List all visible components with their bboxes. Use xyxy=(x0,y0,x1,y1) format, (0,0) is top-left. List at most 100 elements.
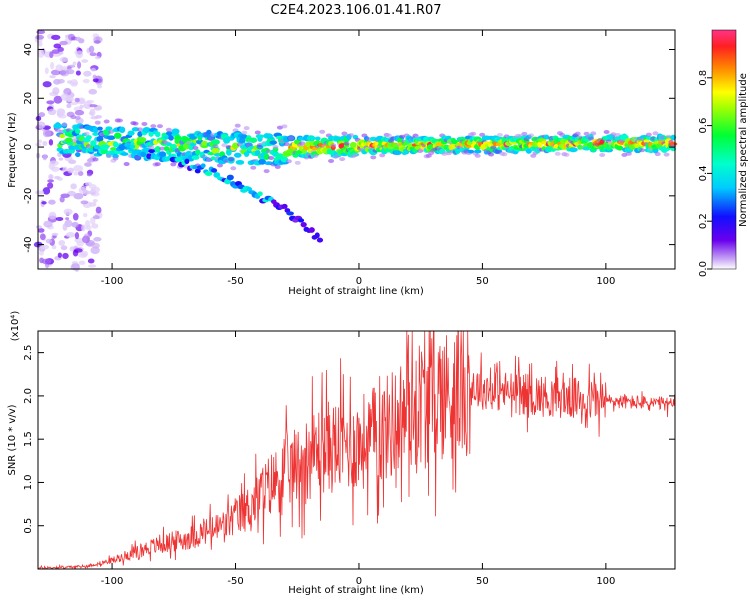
heatmap-cell xyxy=(95,206,102,214)
heatmap-cell xyxy=(154,131,161,138)
heatmap-cell xyxy=(590,131,597,136)
heatmap-cell xyxy=(316,237,324,243)
heatmap-cell xyxy=(100,149,109,155)
heatmap-cell xyxy=(659,135,666,140)
heatmap-cell xyxy=(82,212,88,218)
heatmap-cell xyxy=(470,131,477,136)
heatmap-cell xyxy=(61,122,68,127)
heatmap-cell xyxy=(397,138,403,144)
heatmap-cell xyxy=(39,250,44,256)
heatmap-cell xyxy=(120,152,129,156)
heatmap-cell xyxy=(241,130,248,135)
heatmap-cell xyxy=(474,149,482,154)
heatmap-cell xyxy=(268,155,275,160)
heatmap-cell xyxy=(306,135,316,142)
heatmap-y-tick-label: 40 xyxy=(23,43,34,56)
heatmap-cell xyxy=(228,157,235,162)
heatmap-cell xyxy=(543,134,550,140)
heatmap-cell xyxy=(191,155,200,160)
heatmap-x-axis-label: Height of straight line (km) xyxy=(288,286,424,297)
heatmap-cell xyxy=(272,144,279,149)
heatmap-cell xyxy=(90,67,96,72)
heatmap-cell xyxy=(113,132,122,139)
heatmap-cell xyxy=(97,126,103,131)
heatmap-cell xyxy=(625,151,632,156)
colorbar-tick-label: 0.2 xyxy=(698,213,709,229)
heatmap-cell xyxy=(75,128,81,134)
heatmap-cell xyxy=(70,183,77,190)
heatmap-cell xyxy=(134,155,141,160)
heatmap-cell xyxy=(96,135,104,143)
heatmap-cell xyxy=(85,144,92,149)
heatmap-cell xyxy=(62,223,68,231)
heatmap-cell xyxy=(65,217,70,221)
heatmap-cell xyxy=(45,238,53,244)
heatmap-cell xyxy=(60,245,68,251)
heatmap-cell xyxy=(314,232,320,239)
heatmap-y-tick-label: 0 xyxy=(23,144,34,150)
heatmap-cell xyxy=(91,223,99,229)
heatmap-cell xyxy=(146,153,152,160)
heatmap-cell xyxy=(90,140,97,147)
heatmap-cell xyxy=(81,147,88,154)
heatmap-cell xyxy=(37,50,45,58)
heatmap-cell xyxy=(74,232,80,240)
heatmap-cell xyxy=(86,173,92,177)
heatmap-cell xyxy=(226,174,234,181)
heatmap-cell xyxy=(47,108,57,116)
heatmap-cell xyxy=(57,252,62,258)
snr-x-ticks: -100 -50 0 50 100 xyxy=(101,331,615,587)
heatmap-y-tick-label: -40 xyxy=(23,236,34,252)
heatmap-cell xyxy=(65,96,74,103)
heatmap-frame xyxy=(37,29,676,270)
heatmap-cell xyxy=(300,221,307,228)
heatmap-cell xyxy=(274,164,281,169)
heatmap-cell xyxy=(138,137,147,143)
heatmap-cell xyxy=(47,182,54,189)
heatmap-cell xyxy=(88,104,98,108)
heatmap-cell xyxy=(281,203,288,209)
heatmap-cell xyxy=(148,145,155,150)
heatmap-cell xyxy=(59,40,68,46)
heatmap-cell xyxy=(42,81,52,88)
heatmap-cell xyxy=(341,131,348,136)
heatmap-cell xyxy=(71,81,78,86)
snr-x-tick-label: -100 xyxy=(101,576,124,587)
heatmap-cell xyxy=(44,67,49,75)
heatmap-cell xyxy=(205,157,212,162)
heatmap-cell xyxy=(92,74,97,79)
heatmap-cell xyxy=(58,114,67,119)
heatmap-cell xyxy=(127,130,135,136)
heatmap-cell xyxy=(123,162,130,167)
heatmap-cell xyxy=(349,141,357,148)
heatmap-cell xyxy=(195,149,201,155)
heatmap-cell xyxy=(76,61,82,69)
heatmap-cell xyxy=(37,228,45,233)
snr-x-tick-label: 100 xyxy=(596,576,615,587)
heatmap-x-ticks: -100 -50 0 50 100 xyxy=(101,30,615,287)
heatmap-cell xyxy=(141,121,148,126)
heatmap-cell xyxy=(92,215,100,220)
heatmap-cell xyxy=(269,140,278,145)
heatmap-cell xyxy=(42,129,52,138)
heatmap-cell xyxy=(72,61,77,66)
heatmap-cell xyxy=(348,133,355,138)
heatmap-cell xyxy=(69,246,75,252)
heatmap-cell xyxy=(588,136,595,141)
heatmap-cell xyxy=(174,156,183,163)
heatmap-cell xyxy=(81,59,89,63)
heatmap-cell xyxy=(46,100,55,105)
snr-y-tick-label: 2.5 xyxy=(23,345,34,361)
heatmap-cell xyxy=(72,249,79,257)
heatmap-cell xyxy=(71,221,79,228)
heatmap-cell xyxy=(66,103,72,108)
heatmap-cell xyxy=(142,126,151,134)
heatmap-cell xyxy=(54,175,61,180)
heatmap-cell xyxy=(38,112,46,118)
heatmap-cell xyxy=(80,250,88,257)
heatmap-cell xyxy=(194,168,201,174)
heatmap-cell xyxy=(496,132,503,137)
heatmap-cell xyxy=(528,133,535,138)
heatmap-cell xyxy=(75,50,84,59)
